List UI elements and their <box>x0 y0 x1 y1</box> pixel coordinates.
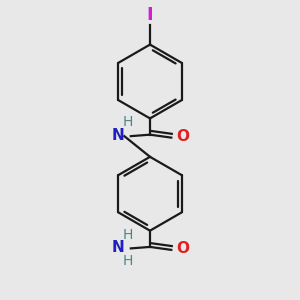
Text: H: H <box>123 116 133 129</box>
Text: H: H <box>123 254 133 268</box>
Text: N: N <box>112 128 124 143</box>
Text: N: N <box>112 240 124 255</box>
Text: I: I <box>147 6 153 24</box>
Text: O: O <box>177 242 190 256</box>
Text: H: H <box>123 228 133 242</box>
Text: O: O <box>177 129 190 144</box>
